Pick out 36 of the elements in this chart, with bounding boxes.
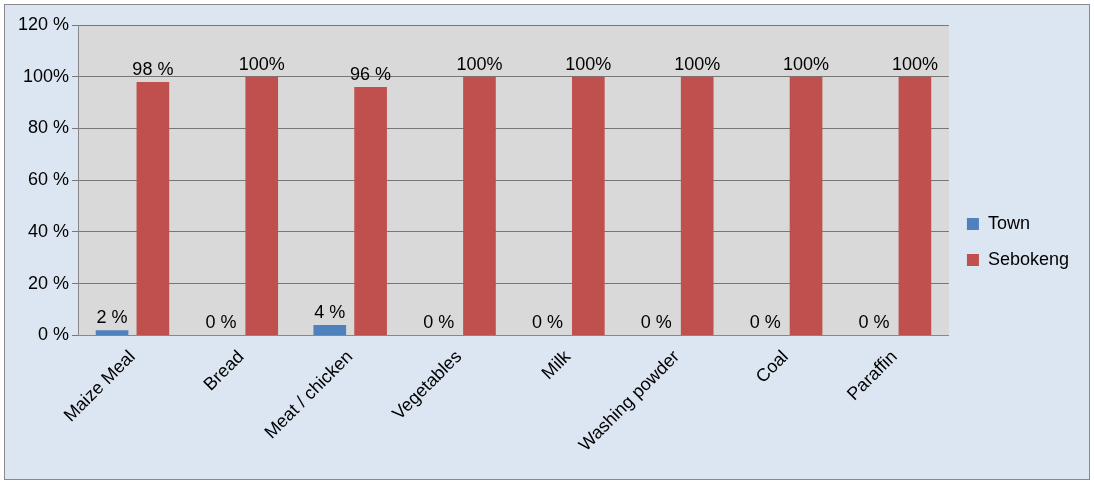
data-label: 0 % bbox=[749, 312, 781, 333]
bar bbox=[95, 330, 129, 335]
data-label: 96 % bbox=[350, 64, 392, 85]
bar bbox=[136, 81, 170, 335]
data-label: 4 % bbox=[314, 302, 346, 323]
bar bbox=[789, 76, 823, 335]
data-label: 0 % bbox=[640, 312, 672, 333]
data-label: 100% bbox=[565, 53, 612, 74]
legend-label: Town bbox=[987, 212, 1030, 233]
data-label: 100% bbox=[783, 53, 830, 74]
y-tick-label: 20 % bbox=[28, 272, 70, 293]
y-tick-label: 120 % bbox=[17, 13, 70, 34]
bar bbox=[898, 76, 932, 335]
bar bbox=[245, 76, 279, 335]
legend-label: Sebokeng bbox=[987, 248, 1070, 269]
data-label: 0 % bbox=[858, 312, 890, 333]
data-label: 0 % bbox=[423, 312, 455, 333]
y-tick-label: 80 % bbox=[28, 117, 70, 138]
y-tick-label: 60 % bbox=[28, 169, 70, 190]
x-tick-label: Milk bbox=[537, 345, 575, 383]
bar bbox=[354, 87, 387, 335]
y-tick-label: 100% bbox=[22, 65, 70, 86]
y-tick-label: 40 % bbox=[28, 220, 70, 241]
y-tick-label: 0 % bbox=[38, 324, 70, 345]
bar bbox=[313, 325, 347, 335]
bar bbox=[463, 76, 496, 335]
bar bbox=[572, 76, 605, 335]
data-label: 100% bbox=[238, 53, 285, 74]
data-label: 0 % bbox=[531, 312, 564, 333]
data-label: 100% bbox=[674, 53, 721, 74]
data-label: 0 % bbox=[205, 312, 237, 333]
data-label: 2 % bbox=[96, 307, 128, 328]
data-label: 100% bbox=[891, 53, 938, 74]
data-label: 98 % bbox=[132, 58, 174, 79]
bar bbox=[680, 76, 714, 335]
data-label: 100% bbox=[456, 53, 503, 74]
